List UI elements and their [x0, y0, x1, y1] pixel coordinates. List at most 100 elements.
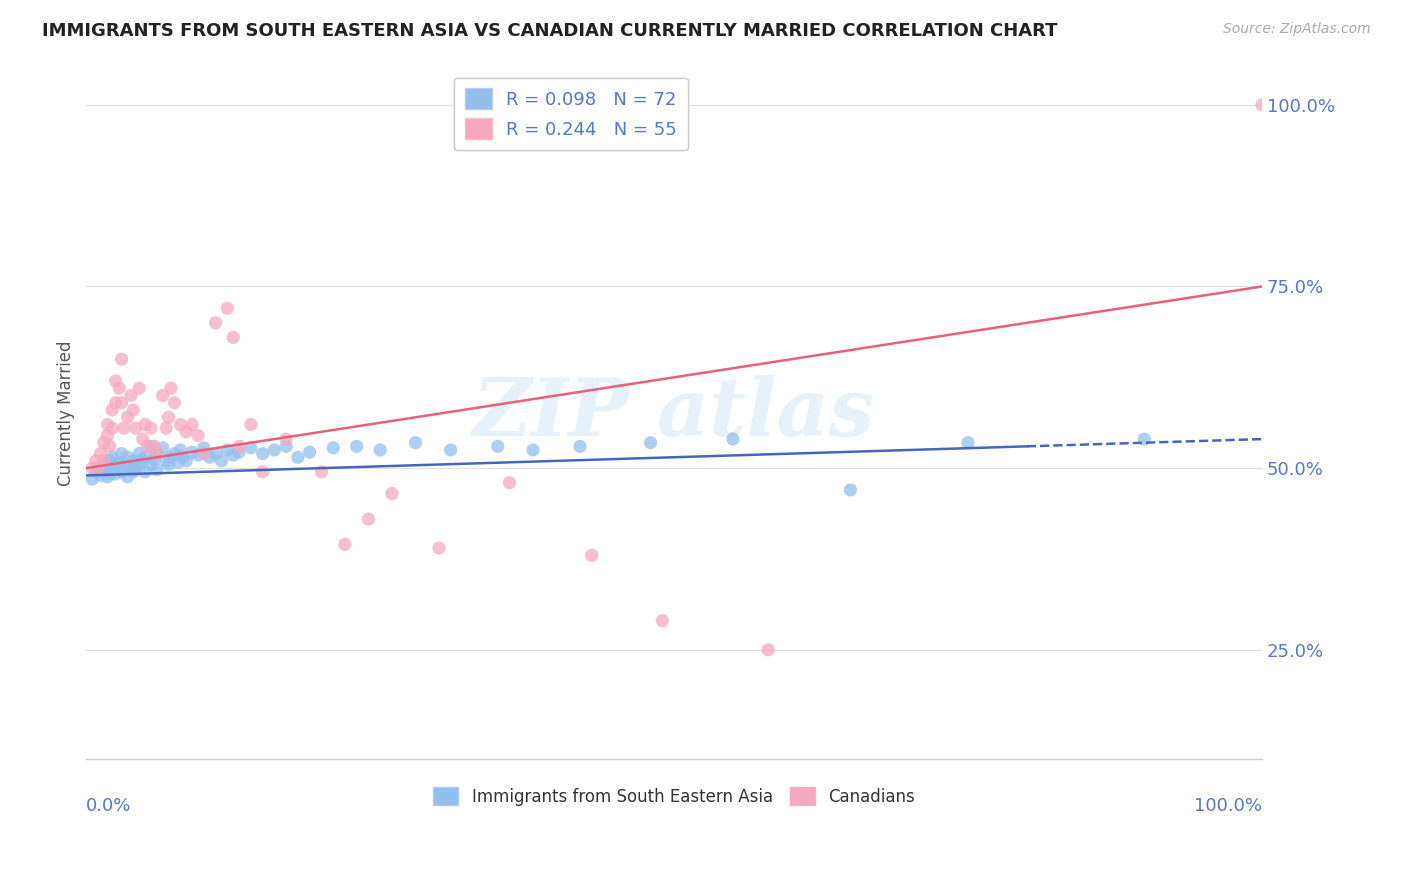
- Point: [82, 472, 104, 486]
- Point: [169, 442, 191, 457]
- Point: [651, 614, 673, 628]
- Point: [721, 432, 744, 446]
- Point: [128, 458, 150, 472]
- Point: [132, 454, 155, 468]
- Point: [84, 465, 107, 479]
- Point: [122, 403, 145, 417]
- Point: [104, 374, 127, 388]
- Point: [155, 454, 177, 468]
- Text: IMMIGRANTS FROM SOUTH EASTERN ASIA VS CANADIAN CURRENTLY MARRIED CORRELATION CHA: IMMIGRANTS FROM SOUTH EASTERN ASIA VS CA…: [42, 22, 1057, 40]
- Point: [101, 462, 124, 476]
- Point: [160, 450, 183, 465]
- Point: [112, 421, 135, 435]
- Point: [128, 447, 150, 461]
- Point: [346, 439, 368, 453]
- Point: [239, 417, 262, 432]
- Point: [174, 425, 197, 439]
- Point: [82, 461, 104, 475]
- Point: [101, 403, 124, 417]
- Point: [217, 301, 239, 316]
- Point: [139, 421, 162, 435]
- Point: [139, 439, 162, 453]
- Point: [569, 439, 592, 453]
- Point: [440, 442, 463, 457]
- Point: [120, 388, 142, 402]
- Point: [187, 448, 209, 462]
- Point: [98, 439, 121, 453]
- Point: [404, 435, 426, 450]
- Point: [89, 468, 111, 483]
- Point: [96, 428, 118, 442]
- Point: [640, 435, 662, 450]
- Point: [96, 470, 118, 484]
- Point: [122, 465, 145, 479]
- Point: [252, 465, 274, 479]
- Point: [117, 470, 139, 484]
- Point: [160, 381, 183, 395]
- Point: [96, 417, 118, 432]
- Point: [87, 461, 110, 475]
- Point: [132, 432, 155, 446]
- Point: [152, 441, 174, 455]
- Point: [252, 447, 274, 461]
- Point: [101, 450, 124, 465]
- Point: [110, 352, 132, 367]
- Text: 0.0%: 0.0%: [86, 797, 132, 814]
- Point: [104, 459, 127, 474]
- Point: [204, 316, 226, 330]
- Point: [498, 475, 520, 490]
- Point: [124, 421, 146, 435]
- Point: [143, 452, 166, 467]
- Point: [104, 467, 127, 481]
- Point: [368, 442, 391, 457]
- Point: [96, 461, 118, 475]
- Point: [146, 447, 169, 461]
- Point: [157, 410, 180, 425]
- Point: [204, 447, 226, 461]
- Point: [298, 445, 321, 459]
- Point: [98, 454, 121, 468]
- Text: ZIP atlas: ZIP atlas: [472, 375, 875, 452]
- Text: Source: ZipAtlas.com: Source: ZipAtlas.com: [1223, 22, 1371, 37]
- Point: [172, 450, 194, 465]
- Point: [228, 445, 250, 459]
- Point: [110, 396, 132, 410]
- Point: [120, 459, 142, 474]
- Point: [181, 417, 204, 432]
- Point: [84, 454, 107, 468]
- Point: [222, 330, 245, 344]
- Point: [239, 441, 262, 455]
- Point: [134, 465, 156, 479]
- Point: [146, 447, 169, 461]
- Point: [108, 462, 131, 476]
- Point: [104, 396, 127, 410]
- Point: [322, 441, 344, 455]
- Point: [98, 467, 121, 481]
- Point: [152, 388, 174, 402]
- Point: [181, 445, 204, 459]
- Point: [333, 537, 356, 551]
- Point: [167, 455, 190, 469]
- Point: [228, 439, 250, 453]
- Point: [101, 421, 124, 435]
- Point: [108, 455, 131, 469]
- Point: [486, 439, 509, 453]
- Point: [839, 483, 862, 497]
- Point: [357, 512, 380, 526]
- Point: [112, 458, 135, 472]
- Text: 100.0%: 100.0%: [1194, 797, 1263, 814]
- Point: [93, 435, 115, 450]
- Point: [522, 442, 544, 457]
- Point: [287, 450, 309, 465]
- Point: [146, 462, 169, 476]
- Point: [163, 447, 186, 461]
- Y-axis label: Currently Married: Currently Married: [58, 341, 75, 486]
- Point: [93, 458, 115, 472]
- Point: [311, 465, 333, 479]
- Point: [956, 435, 979, 450]
- Point: [222, 448, 245, 462]
- Point: [174, 454, 197, 468]
- Point: [134, 417, 156, 432]
- Point: [1251, 98, 1274, 112]
- Point: [117, 410, 139, 425]
